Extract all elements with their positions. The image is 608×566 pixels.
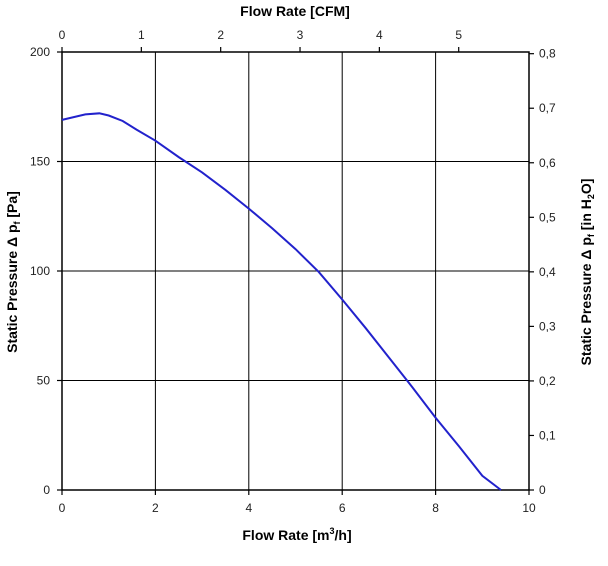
x-bottom-tick-label: 10: [522, 501, 536, 515]
tick-marks: [57, 47, 534, 495]
plot-frame: [61, 51, 530, 491]
series-line: [61, 112, 502, 491]
y-left-tick-label: 0: [43, 483, 50, 497]
y-right-tick-label: 0,5: [539, 210, 556, 224]
y-right-tick-label: 0,8: [539, 47, 556, 61]
x-bottom-axis-title-sup: 3: [330, 526, 335, 536]
y-left-axis-title-main: Static Pressure Δ p: [4, 225, 20, 353]
x-top-tick-label: 5: [455, 28, 462, 42]
x-top-tick-label: 0: [59, 28, 66, 42]
y-right-tick-label: 0,6: [539, 156, 556, 170]
y-right-tick-label: 0,7: [539, 101, 556, 115]
y-left-axis-title-sub: f: [12, 221, 22, 225]
x-top-tick-label: 4: [376, 28, 383, 42]
grid: [62, 52, 529, 490]
x-top-tick-label: 1: [138, 28, 145, 42]
y-left-axis-title: Static Pressure Δ pf [Pa]: [4, 191, 22, 353]
y-right-tick-label: 0,3: [539, 319, 556, 333]
y-right-axis-title-sub: f: [586, 233, 596, 237]
y-left-tick-label: 100: [30, 264, 50, 278]
y-left-tick-label: 50: [37, 374, 51, 388]
y-right-axis-title-main: Static Pressure Δ p: [578, 237, 594, 365]
x-top-tick-label: 2: [217, 28, 224, 42]
x-top-axis-title: Flow Rate [CFM]: [240, 3, 350, 19]
x-bottom-tick-label: 8: [432, 501, 439, 515]
x-top-tick-label: 3: [297, 28, 304, 42]
x-bottom-tick-label: 6: [339, 501, 346, 515]
x-bottom-tick-label: 4: [245, 501, 252, 515]
y-right-axis-title-end: O]: [578, 179, 594, 195]
x-bottom-axis-title-end: /h]: [335, 527, 352, 543]
y-right-tick-label: 0,4: [539, 265, 556, 279]
tick-labels: 0 2 4 6 8 100 1 2 3 4 505010015020000,10,20,30,40,…: [30, 28, 556, 515]
x-bottom-axis-title: Flow Rate [m3/h]: [242, 526, 351, 543]
y-right-axis-title-mid: [in H: [578, 199, 594, 234]
y-right-axis-title-sub2: 2: [586, 194, 596, 199]
y-right-axis-title: Static Pressure Δ pf [in H2O]: [578, 179, 596, 366]
y-left-tick-label: 200: [30, 45, 50, 59]
y-left-tick-label: 150: [30, 155, 50, 169]
y-left-axis-title-end: [Pa]: [4, 191, 20, 221]
x-bottom-axis-title-main: Flow Rate [m: [242, 527, 329, 543]
y-right-tick-label: 0,1: [539, 428, 556, 442]
x-bottom-tick-label: 0: [59, 501, 66, 515]
y-right-tick-label: 0: [539, 483, 546, 497]
y-right-tick-label: 0,2: [539, 374, 556, 388]
x-bottom-tick-label: 2: [152, 501, 159, 515]
